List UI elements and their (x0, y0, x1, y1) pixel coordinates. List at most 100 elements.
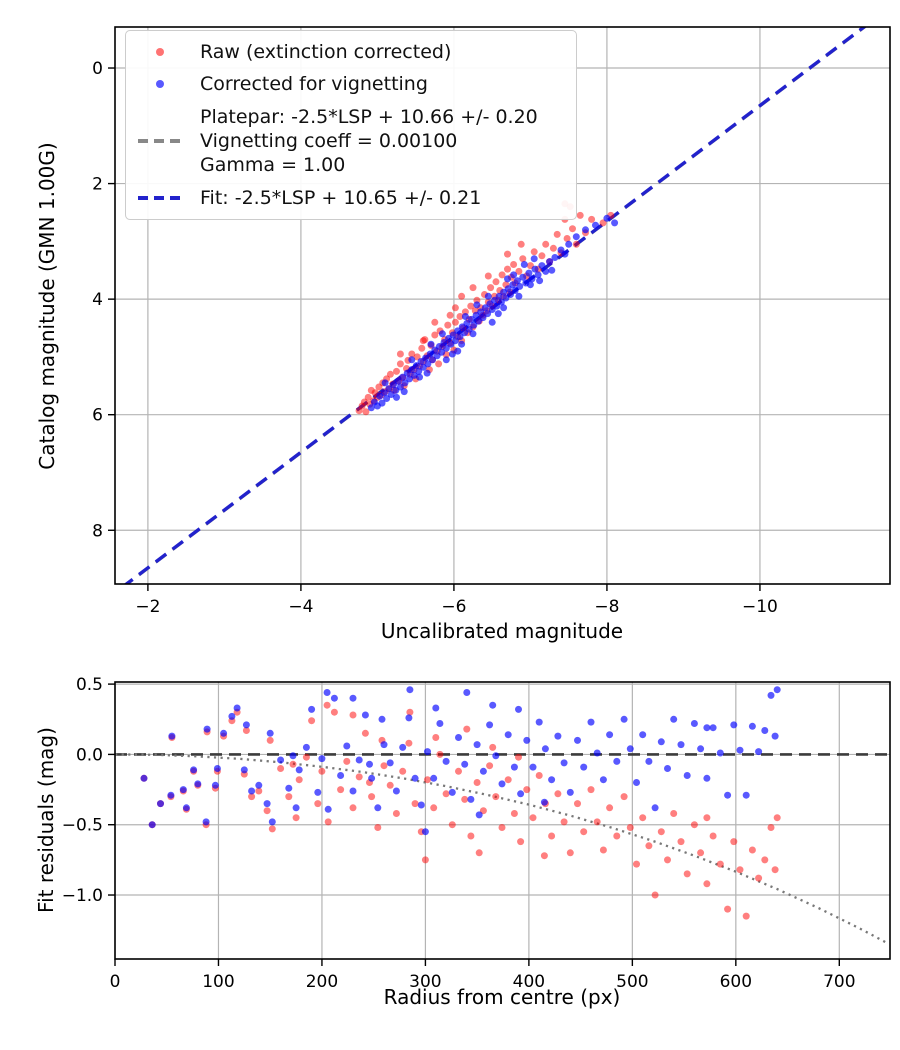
scatter-point-blue (233, 704, 241, 712)
scatter-point-red (435, 360, 443, 368)
scatter-point-red (748, 846, 756, 854)
scatter-point-red (408, 350, 416, 358)
y-tick-label: 6 (92, 406, 103, 426)
scatter-point-blue (401, 379, 409, 387)
scatter-point-blue (394, 377, 402, 385)
scatter-point-red (431, 318, 439, 326)
scatter-point-red (664, 856, 671, 864)
scatter-point-red (626, 824, 634, 831)
scatter-point-blue (613, 757, 621, 765)
scatter-point-blue (515, 292, 523, 300)
scatter-point-blue (400, 388, 408, 396)
scatter-point-blue (491, 296, 498, 304)
scatter-point-red (461, 795, 469, 803)
scatter-point-red (599, 219, 607, 227)
scatter-point-red (255, 787, 263, 795)
scatter-point-blue (399, 373, 407, 381)
scatter-point-red (469, 284, 477, 292)
scatter-point-blue (540, 798, 548, 806)
scatter-point-red (771, 866, 779, 874)
scatter-point-blue (510, 271, 518, 279)
scatter-point-blue (455, 734, 462, 741)
scatter-point-blue (525, 269, 533, 277)
scatter-point-red (473, 779, 481, 786)
scatter-point-blue (492, 752, 500, 760)
scatter-point-blue (408, 356, 416, 364)
scatter-point-blue (292, 804, 300, 812)
scatter-point-blue (473, 301, 481, 309)
scatter-point-blue (611, 219, 619, 227)
scatter-point-red (405, 739, 413, 747)
scatter-point-red (519, 255, 527, 263)
y-tick-label: 8 (92, 521, 103, 541)
scatter-point-red (549, 244, 557, 252)
fit-line (123, 27, 867, 584)
scatter-point-blue (361, 711, 369, 719)
scatter-point-red (554, 790, 562, 798)
scatter-point-red (318, 767, 326, 775)
scatter-point-red (540, 852, 548, 860)
legend-marker-col (134, 139, 186, 143)
scatter-point-red (360, 398, 368, 406)
scatter-point-red (355, 773, 363, 781)
legend-platepar-line2: Vignetting coeff = 0.00100 (200, 129, 458, 152)
scatter-point-red (451, 318, 459, 326)
scatter-point-blue (561, 250, 569, 258)
scatter-point-red (242, 727, 250, 734)
scatter-point-blue (383, 395, 391, 402)
scatter-point-blue (386, 759, 394, 767)
scatter-point-blue (670, 715, 678, 723)
scatter-point-blue (442, 356, 450, 364)
scatter-point-blue (580, 763, 588, 771)
scatter-point-blue (664, 765, 671, 772)
x-tick-label: 0 (110, 972, 121, 992)
scatter-point-red (588, 215, 596, 223)
scatter-point-blue (493, 302, 501, 310)
scatter-point-red (285, 793, 293, 801)
scatter-point-blue (516, 282, 524, 290)
scatter-point-red (593, 818, 601, 826)
corrected-scatter-series (367, 214, 619, 412)
scatter-point-blue (378, 399, 386, 407)
scatter-point-blue (179, 786, 187, 794)
scatter-point-blue (494, 310, 502, 318)
scatter-point-blue (436, 720, 444, 727)
scatter-point-red (730, 838, 738, 846)
scatter-point-blue (730, 721, 738, 729)
scatter-point-red (380, 762, 388, 770)
scatter-point-blue (538, 262, 546, 270)
scatter-point-blue (355, 756, 363, 764)
axes-spine (114, 26, 891, 585)
scatter-point-blue (742, 791, 750, 799)
y-axis-label-bottom: Fit residuals (mag) (34, 727, 58, 913)
x-tick-label: 600 (720, 972, 752, 992)
scatter-point-red (709, 832, 717, 840)
legend-marker-col (134, 80, 186, 89)
scatter-point-blue (416, 373, 423, 381)
scatter-point-blue (324, 805, 332, 813)
scatter-point-red (510, 261, 518, 268)
y-tick-label: 0.0 (76, 745, 103, 765)
scatter-point-red (639, 814, 647, 822)
scatter-point-blue (755, 748, 763, 756)
scatter-point-blue (748, 722, 756, 730)
scatter-point-blue (548, 266, 556, 274)
x-tick-label: −4 (288, 597, 313, 617)
scatter-point-blue (378, 715, 386, 723)
scatter-point-red (574, 800, 581, 808)
scatter-point-blue (473, 741, 481, 749)
scatter-point-red (368, 793, 376, 801)
legend-item-raw: Raw (extinction corrected) (134, 40, 568, 64)
x-tick-label: −6 (441, 597, 466, 617)
scatter-point-red (560, 818, 568, 826)
scatter-point-blue (318, 755, 326, 763)
scatter-point-blue (424, 360, 432, 368)
scatter-point-blue (690, 720, 698, 727)
scatter-point-blue (415, 367, 423, 375)
scatter-point-blue (438, 348, 446, 356)
scatter-point-blue (432, 704, 440, 712)
scatter-point-red (386, 781, 394, 789)
scatter-point-red (683, 870, 691, 878)
scatter-point-blue (495, 292, 503, 300)
scatter-point-red (266, 736, 274, 744)
